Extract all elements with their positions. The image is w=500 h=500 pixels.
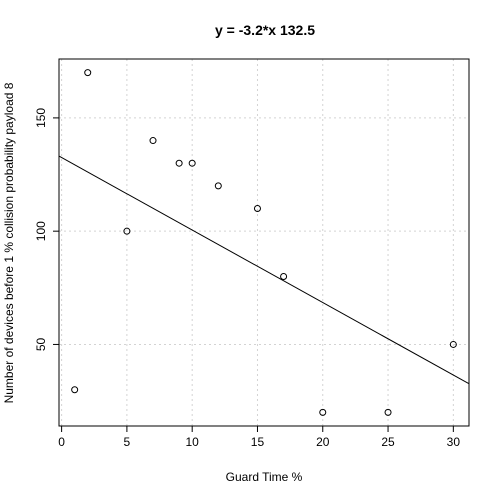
data-point	[319, 408, 327, 416]
y-axis: 50 100 150	[34, 108, 59, 351]
y-tick-label: 100	[34, 221, 48, 241]
data-point	[175, 159, 183, 167]
data-point	[84, 69, 92, 77]
x-tick-label: 5	[124, 435, 131, 449]
data-point	[280, 272, 288, 280]
data-point	[214, 182, 222, 190]
grid-lines	[59, 59, 469, 426]
data-point	[71, 386, 79, 394]
data-point	[253, 205, 261, 213]
y-axis-label: Number of devices before 1 % collision p…	[2, 82, 16, 403]
data-point	[384, 408, 392, 416]
x-tick-label: 20	[316, 435, 330, 449]
data-point	[123, 227, 131, 235]
x-axis: 0 5 10 15 20 25 30	[58, 426, 460, 449]
x-tick-label: 30	[447, 435, 461, 449]
x-tick-label: 10	[186, 435, 200, 449]
plot-frame	[58, 58, 470, 427]
y-tick-label: 150	[34, 108, 48, 128]
data-point	[149, 137, 157, 145]
data-point	[188, 159, 196, 167]
data-points	[71, 69, 457, 416]
x-axis-label: Guard Time %	[226, 470, 303, 484]
x-tick-label: 15	[251, 435, 265, 449]
y-tick-label: 50	[34, 337, 48, 351]
regression-line-group	[58, 155, 470, 385]
chart-title: y = -3.2*x 132.5	[215, 22, 315, 38]
x-tick-label: 25	[381, 435, 395, 449]
x-tick-label: 0	[58, 435, 65, 449]
regression-line	[58, 155, 470, 385]
data-point	[449, 340, 457, 348]
